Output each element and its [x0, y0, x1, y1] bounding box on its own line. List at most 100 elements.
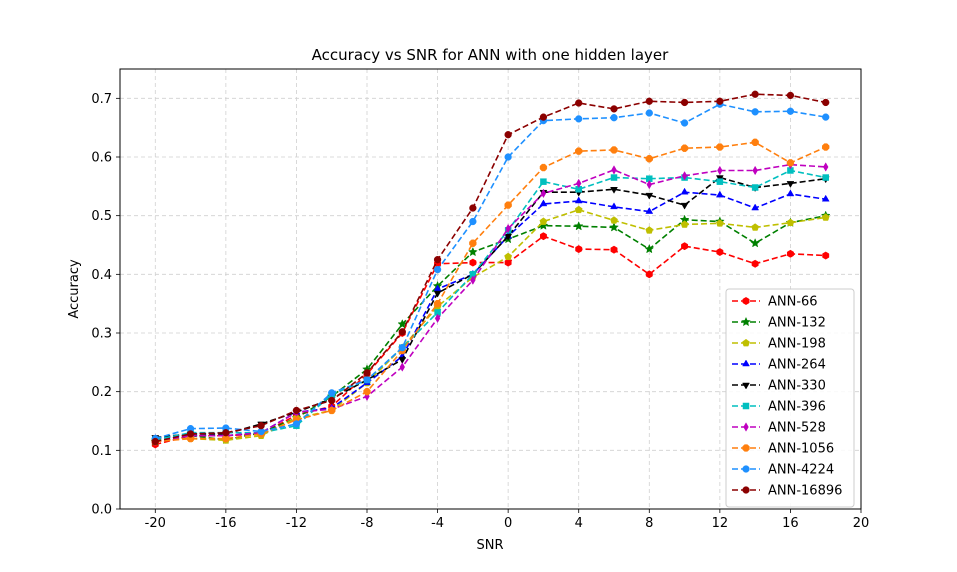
- data-point: [645, 109, 653, 117]
- y-tick-label: 0.1: [91, 444, 112, 459]
- data-point: [504, 153, 512, 161]
- series-line: [155, 176, 826, 439]
- data-point: [398, 328, 406, 336]
- y-tick-label: 0.4: [91, 268, 112, 283]
- x-tick-label: 12: [712, 516, 729, 531]
- plot-area-frame: [119, 68, 862, 510]
- x-tick-label: 8: [645, 516, 653, 531]
- y-tick-label: 0.7: [91, 92, 112, 107]
- data-point: [680, 98, 689, 107]
- legend-item: ANN-264: [732, 358, 826, 373]
- data-point: [610, 245, 618, 254]
- data-point: [398, 344, 406, 352]
- data-point: [610, 216, 618, 224]
- data-point: [786, 189, 795, 197]
- legend-item: ANN-132: [732, 316, 826, 331]
- data-point: [467, 246, 478, 257]
- data-point: [644, 243, 655, 254]
- data-point: [645, 270, 653, 279]
- legend-item: ANN-16896: [732, 484, 842, 499]
- data-point: [716, 248, 724, 257]
- data-point: [222, 434, 230, 443]
- legend-marker: [742, 465, 750, 473]
- data-point: [786, 249, 794, 258]
- series-line: [155, 93, 826, 443]
- data-point: [292, 406, 301, 415]
- data-point: [786, 107, 795, 115]
- data-point: [751, 223, 760, 231]
- data-point: [328, 389, 336, 397]
- data-point: [751, 108, 759, 116]
- data-point: [751, 184, 759, 191]
- legend-label: ANN-16896: [768, 484, 842, 499]
- data-point: [750, 238, 761, 248]
- data-point: [469, 217, 477, 226]
- data-point: [469, 204, 477, 212]
- data-point: [646, 179, 652, 190]
- data-point: [610, 202, 618, 210]
- legend-item: ANN-396: [732, 400, 826, 415]
- data-point: [539, 163, 548, 172]
- data-point: [257, 422, 265, 430]
- data-point: [610, 146, 618, 154]
- data-point: [645, 207, 654, 214]
- data-point: [397, 319, 408, 329]
- data-point: [610, 105, 618, 113]
- data-point: [751, 90, 759, 98]
- data-point: [717, 165, 723, 176]
- data-point: [433, 256, 442, 264]
- data-point: [433, 290, 442, 298]
- legend-item: ANN-528: [732, 421, 826, 436]
- data-point: [611, 165, 617, 175]
- data-point: [504, 233, 513, 241]
- data-point: [821, 194, 830, 202]
- series-line: [155, 169, 826, 441]
- data-point: [575, 245, 583, 254]
- legend-box: [725, 288, 855, 508]
- y-tick-label: 0.5: [91, 209, 112, 224]
- legend-label: ANN-4224: [768, 463, 834, 478]
- data-point: [186, 430, 195, 438]
- legend-marker: [742, 359, 750, 367]
- data-point: [328, 396, 336, 405]
- x-tick-label: -4: [431, 516, 444, 531]
- legend-marker: [742, 444, 750, 452]
- data-point: [751, 259, 759, 268]
- legend-label: ANN-198: [768, 337, 826, 352]
- data-point: [786, 91, 795, 100]
- chart-title: Accuracy vs SNR for ANN with one hidden …: [312, 46, 669, 64]
- data-point: [752, 165, 758, 176]
- y-tick-label: 0.6: [91, 151, 112, 166]
- data-point: [363, 388, 371, 396]
- data-point: [681, 242, 689, 251]
- x-tick-label: 16: [782, 516, 799, 531]
- y-axis-label: Accuracy: [67, 259, 82, 319]
- y-tick-label: 0.0: [91, 503, 112, 518]
- data-point: [715, 190, 724, 198]
- data-point: [716, 178, 724, 185]
- legend-label: ANN-396: [768, 400, 826, 415]
- data-point: [822, 143, 830, 151]
- data-point: [822, 174, 829, 181]
- data-point: [645, 97, 653, 105]
- legend: ANN-66 ANN-132 ANN-198 ANN-264 ANN-330 ANN-39…: [725, 288, 855, 508]
- legend-marker: [741, 316, 751, 327]
- x-tick-label: -16: [215, 516, 236, 531]
- legend-label: ANN-132: [768, 316, 826, 331]
- data-point: [609, 222, 619, 232]
- data-point: [645, 226, 654, 234]
- x-axis-label: SNR: [476, 538, 503, 553]
- data-point: [469, 239, 477, 247]
- legend-label: ANN-330: [768, 379, 826, 394]
- data-point: [680, 144, 689, 152]
- legend-marker: [742, 382, 750, 390]
- x-tick-label: 20: [853, 516, 870, 531]
- data-point: [716, 143, 724, 151]
- legend-label: ANN-1056: [768, 442, 834, 457]
- x-tick-label: 0: [504, 516, 512, 531]
- data-point: [539, 199, 548, 207]
- y-tick-label: 0.3: [91, 327, 112, 342]
- data-point: [539, 232, 547, 241]
- x-tick-label: -20: [145, 516, 166, 531]
